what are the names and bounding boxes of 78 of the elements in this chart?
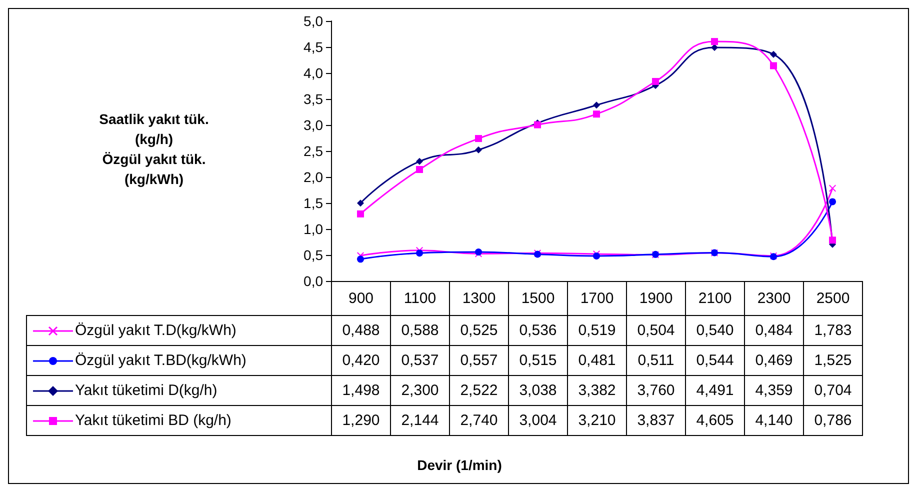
data-label: 2,300 <box>390 375 450 406</box>
y-tick-label: 0,0 <box>304 273 324 289</box>
point <box>770 50 777 58</box>
data-label: 0,786 <box>803 405 863 436</box>
point <box>475 146 482 154</box>
y-tick-label: 4,0 <box>304 65 324 81</box>
data-label: 0,484 <box>744 315 804 346</box>
data-label: 0,420 <box>331 345 391 376</box>
x-tick-label: 1300 <box>449 281 509 316</box>
data-label: 1,290 <box>331 405 391 436</box>
x-tick-label: 900 <box>331 281 391 316</box>
text: Saatlik yakıt tük. (kg/h) Özgül yakıt tük. (kg/kWh) <box>98 110 210 189</box>
y-tick-label: 2,0 <box>304 169 324 185</box>
point <box>357 200 364 207</box>
y-tick-label: 0,5 <box>304 247 324 263</box>
legend-label: Yakıt tüketimi BD (kg/h) <box>26 405 332 436</box>
data-label: 0,588 <box>390 315 450 346</box>
data-label: 4,140 <box>744 405 804 436</box>
text: Devir (1/min) <box>416 457 503 473</box>
data-label: 3,210 <box>567 405 627 436</box>
data-label: 3,382 <box>567 375 627 406</box>
data-label: 0,504 <box>626 315 686 346</box>
point <box>416 158 423 165</box>
point <box>829 236 836 244</box>
data-label: 2,740 <box>449 405 509 436</box>
data-label: 0,540 <box>685 315 745 346</box>
y-tick-label: 5,0 <box>304 13 324 29</box>
data-label: 0,704 <box>803 375 863 406</box>
point <box>652 78 659 85</box>
legend-label: Özgül yakıt T.BD(kg/kWh) <box>26 345 332 376</box>
data-label: 0,519 <box>567 315 627 346</box>
x-tick-label: 2300 <box>744 281 804 316</box>
legend-label: Özgül yakıt T.D(kg/kWh) <box>26 315 332 346</box>
data-label: 0,525 <box>449 315 509 346</box>
y-tick-label: 2,5 <box>304 143 324 159</box>
y-tick-label: 4,5 <box>304 39 324 55</box>
data-label: 3,760 <box>626 375 686 406</box>
data-label: 0,488 <box>331 315 391 346</box>
point <box>357 210 364 218</box>
data-label: 1,783 <box>803 315 863 346</box>
y-tick-label: 1,0 <box>304 221 324 237</box>
data-label: 2,522 <box>449 375 509 406</box>
point <box>416 166 423 174</box>
x-tick-label: 2500 <box>803 281 863 316</box>
data-label: 4,605 <box>685 405 745 436</box>
x-tick-label: 1900 <box>626 281 686 316</box>
point <box>416 250 423 257</box>
data-label: 0,481 <box>567 345 627 376</box>
data-label: 1,498 <box>331 375 391 406</box>
y-tick-label: 1,5 <box>304 195 324 211</box>
legend-label: Yakıt tüketimi D(kg/h) <box>26 375 332 406</box>
data-label: 3,038 <box>508 375 568 406</box>
point <box>593 102 600 109</box>
data-label: 0,515 <box>508 345 568 376</box>
point <box>593 110 600 118</box>
point <box>711 38 718 46</box>
point <box>357 256 364 263</box>
data-label: 0,557 <box>449 345 509 376</box>
x-tick-label: 1500 <box>508 281 568 316</box>
data-label: 0,536 <box>508 315 568 346</box>
x-tick-label: 1100 <box>390 281 450 316</box>
data-label: 0,537 <box>390 345 450 376</box>
data-label: 3,004 <box>508 405 568 436</box>
x-tick-label: 2100 <box>685 281 745 316</box>
data-label: 2,144 <box>390 405 450 436</box>
point <box>829 198 836 206</box>
y-tick-label: 3,5 <box>304 91 324 107</box>
data-label: 0,469 <box>744 345 804 376</box>
data-label: 0,544 <box>685 345 745 376</box>
data-label: 4,359 <box>744 375 804 406</box>
data-label: 1,525 <box>803 345 863 376</box>
data-label: 4,491 <box>685 375 745 406</box>
data-label: 0,511 <box>626 345 686 376</box>
x-tick-label: 1700 <box>567 281 627 316</box>
point <box>770 62 777 70</box>
data-label: 3,837 <box>626 405 686 436</box>
y-tick-label: 3,0 <box>304 117 324 133</box>
point <box>475 135 482 142</box>
